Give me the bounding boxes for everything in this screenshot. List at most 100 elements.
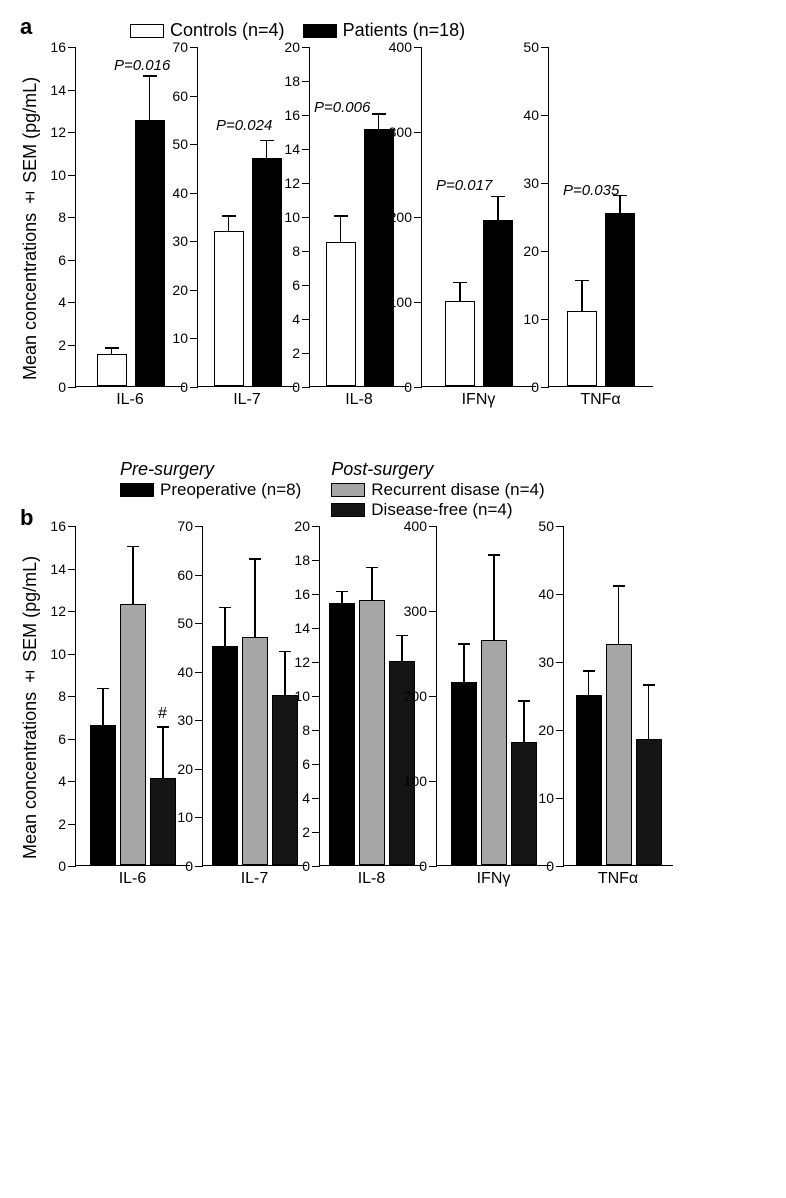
subplot-IL-6: 0246810121416P=0.016 IL-6 bbox=[75, 47, 185, 409]
legend-preop-label: Preoperative (n=8) bbox=[160, 480, 301, 500]
bars-group bbox=[422, 47, 536, 386]
error-line bbox=[497, 196, 499, 220]
error-cap bbox=[643, 684, 655, 686]
ytick-label: 0 bbox=[185, 858, 203, 874]
panel-b-charts: 0246810121416#IL-6010203040506070IL-7024… bbox=[75, 526, 673, 888]
error-line bbox=[102, 689, 104, 725]
ytick-label: 18 bbox=[294, 552, 320, 568]
error-cap bbox=[334, 215, 348, 217]
ytick-label: 10 bbox=[294, 688, 320, 704]
bar-rect bbox=[272, 695, 298, 865]
ytick-label: 18 bbox=[284, 73, 310, 89]
subplot-IL-8: 02468101214161820IL-8 bbox=[319, 526, 424, 888]
bar-rect bbox=[242, 637, 268, 865]
error-line bbox=[648, 685, 650, 739]
ytick-label: 300 bbox=[404, 603, 437, 619]
ytick-label: 10 bbox=[50, 167, 76, 183]
ytick-label: 0 bbox=[404, 379, 422, 395]
error-cap bbox=[105, 347, 119, 349]
error-line bbox=[619, 196, 621, 213]
bar-rect bbox=[445, 301, 475, 386]
ytick-label: 4 bbox=[302, 790, 320, 806]
ytick-label: 30 bbox=[172, 233, 198, 249]
bar bbox=[445, 301, 475, 386]
error-line bbox=[254, 559, 256, 637]
bar bbox=[636, 739, 662, 865]
bar-rect bbox=[359, 600, 385, 865]
ytick-label: 6 bbox=[58, 252, 76, 268]
bar bbox=[242, 637, 268, 865]
legend-swatch-recurrent bbox=[331, 483, 365, 497]
ytick-label: 40 bbox=[177, 664, 203, 680]
x-axis-label: TNFα bbox=[563, 870, 673, 888]
ytick-label: 400 bbox=[404, 518, 437, 534]
subplot-TNFα: 01020304050P=0.035TNFα bbox=[548, 47, 653, 409]
bar bbox=[90, 725, 116, 865]
ytick-label: 16 bbox=[284, 107, 310, 123]
x-axis-label: IL-6 bbox=[75, 391, 185, 409]
error-line bbox=[618, 586, 620, 644]
bars-group bbox=[564, 526, 673, 865]
ytick-label: 20 bbox=[294, 518, 320, 534]
ytick-label: 10 bbox=[538, 790, 564, 806]
panel-a-legend: Controls (n=4) Patients (n=18) bbox=[130, 20, 766, 41]
bar-rect bbox=[483, 220, 513, 386]
ytick-label: 50 bbox=[538, 518, 564, 534]
plot-area: 0246810121416P=0.016 bbox=[75, 47, 185, 387]
error-cap bbox=[491, 196, 505, 198]
error-line bbox=[581, 281, 583, 312]
ytick-label: 4 bbox=[58, 773, 76, 789]
error-cap bbox=[453, 282, 467, 284]
error-line bbox=[162, 727, 164, 778]
ytick-label: 2 bbox=[302, 824, 320, 840]
legend-pre-col: Pre-surgery Preoperative (n=8) bbox=[120, 459, 301, 520]
subplot-IFNγ: 0100200300400IFNγ bbox=[436, 526, 551, 888]
ytick-label: 10 bbox=[172, 330, 198, 346]
ytick-label: 30 bbox=[538, 654, 564, 670]
bar-rect bbox=[90, 725, 116, 865]
error-cap bbox=[488, 554, 500, 556]
error-line bbox=[523, 701, 525, 742]
error-cap bbox=[249, 558, 261, 560]
error-cap bbox=[127, 546, 139, 548]
bar bbox=[605, 213, 635, 386]
bar-rect bbox=[364, 129, 394, 386]
bar bbox=[214, 231, 244, 386]
legend-diseasefree-label: Disease-free (n=4) bbox=[371, 500, 512, 520]
bar-rect bbox=[326, 242, 356, 387]
p-value-label: P=0.017 bbox=[436, 177, 492, 194]
ytick-label: 20 bbox=[538, 722, 564, 738]
x-axis-label: TNFα bbox=[548, 391, 653, 409]
ytick-label: 14 bbox=[50, 82, 76, 98]
bar bbox=[326, 242, 356, 387]
bar-rect bbox=[212, 646, 238, 865]
ytick-label: 0 bbox=[58, 858, 76, 874]
ytick-label: 0 bbox=[302, 858, 320, 874]
ytick-label: 12 bbox=[294, 654, 320, 670]
bars-group bbox=[437, 526, 551, 865]
ytick-label: 20 bbox=[523, 243, 549, 259]
ytick-label: 6 bbox=[292, 277, 310, 293]
ytick-label: 50 bbox=[172, 136, 198, 152]
legend-controls: Controls (n=4) bbox=[130, 20, 285, 41]
ytick-label: 6 bbox=[302, 756, 320, 772]
p-value-label: P=0.035 bbox=[563, 182, 619, 199]
p-value-label: P=0.024 bbox=[216, 117, 272, 134]
ytick-label: 0 bbox=[292, 379, 310, 395]
ytick-label: 0 bbox=[531, 379, 549, 395]
ytick-label: 14 bbox=[50, 561, 76, 577]
error-cap bbox=[157, 726, 169, 728]
plot-area: 010203040506070 bbox=[202, 526, 307, 866]
error-cap bbox=[396, 635, 408, 637]
bar bbox=[481, 640, 507, 865]
x-axis-label: IL-7 bbox=[197, 391, 297, 409]
ytick-label: 20 bbox=[284, 39, 310, 55]
ytick-label: 8 bbox=[302, 722, 320, 738]
bar-rect bbox=[576, 695, 602, 865]
error-cap bbox=[372, 113, 386, 115]
legend-swatch-preop bbox=[120, 483, 154, 497]
bar-rect bbox=[120, 604, 146, 865]
ytick-label: 16 bbox=[294, 586, 320, 602]
ytick-label: 14 bbox=[294, 620, 320, 636]
bar bbox=[606, 644, 632, 865]
